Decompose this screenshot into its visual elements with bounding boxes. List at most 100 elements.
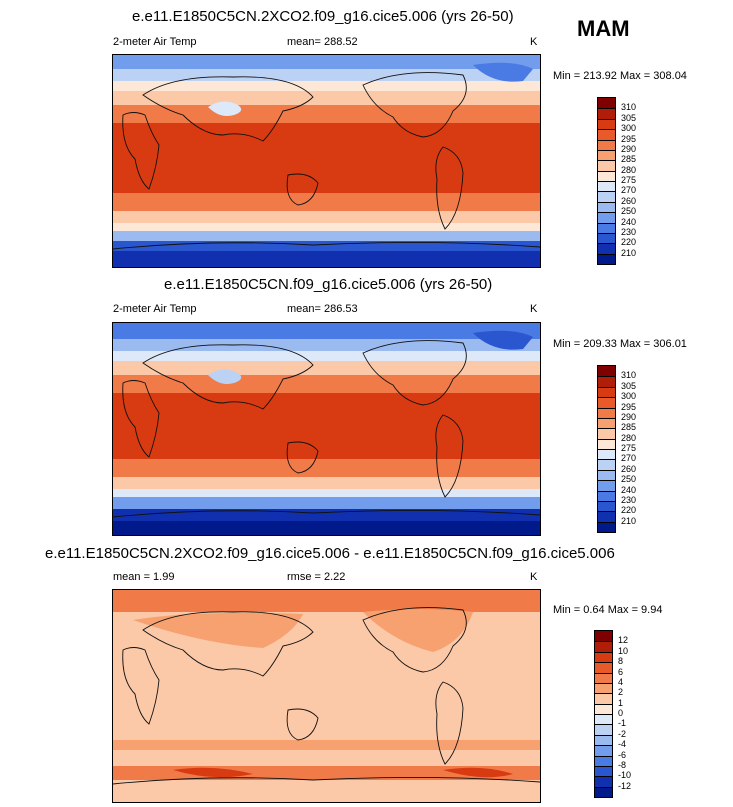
panel2-colorbar-segment <box>598 397 615 408</box>
panel2-colorbar-tick: 250 <box>621 474 637 485</box>
panel1-colorbar-tick: 210 <box>621 247 637 258</box>
panel3-namerica-warm <box>363 609 473 652</box>
panel1-colorbar-segment <box>598 118 615 130</box>
panel2-colorbar-segment <box>598 428 615 439</box>
panel3-seaice-hot1 <box>173 767 253 778</box>
panel2-colorbar-tick: 295 <box>621 401 637 412</box>
panel2-colorbar <box>597 365 616 533</box>
panel1-colorbar-tick: 220 <box>621 237 637 248</box>
panel3-colorbar-tick: -4 <box>618 739 627 750</box>
panel3-colorbar-tick: 6 <box>618 666 624 677</box>
panel3-coastlines <box>113 607 540 785</box>
panel3-rmse-label: rmse = 2.22 <box>287 571 346 583</box>
panel1-variable-label: 2-meter Air Temp <box>113 36 197 48</box>
panel2-band-strop <box>113 459 540 477</box>
panel1-colorbar-segment <box>598 191 615 202</box>
panel3-colorbar-segment <box>595 765 612 777</box>
panel2-colorbar-segment <box>598 500 615 512</box>
panel2-colorbar-segment <box>598 521 615 532</box>
panel2-colorbar-tick: 300 <box>621 391 637 402</box>
panel2-band-arctic <box>113 323 540 339</box>
panel3-colorbar-tick: -2 <box>618 728 627 739</box>
panel3-map-svg <box>113 590 540 802</box>
panel2-colorbar-segment <box>598 459 615 470</box>
panel3-colorbar-segment <box>595 703 612 714</box>
panel1-colorbar-tick: 280 <box>621 164 637 175</box>
panel2-colorbar-segment <box>598 386 615 398</box>
panel2-band-nhigh <box>113 339 540 351</box>
panel2-mean-label: mean= 286.53 <box>287 303 358 315</box>
panel1-colorbar-segment <box>598 160 615 171</box>
panel3-colorbar-segment <box>595 724 612 735</box>
panel1-colorbar-segment <box>598 212 615 223</box>
panel1-colorbar-tick: 240 <box>621 216 637 227</box>
panel2-map-svg <box>113 323 540 535</box>
panel2-band-pole <box>113 521 540 535</box>
panel3-map <box>112 589 541 803</box>
panel1-colorbar <box>597 97 616 265</box>
panel2-band-shigh <box>113 497 540 509</box>
panel3-colorbar-tick: 0 <box>618 708 624 718</box>
panel1-tibet <box>208 101 242 116</box>
panel1-colorbar-tick: 290 <box>621 143 637 154</box>
season-label: MAM <box>577 16 630 41</box>
panel2-colorbar-tick: 310 <box>621 370 637 381</box>
panel1-colorbar-segment <box>598 149 615 161</box>
panel2-colorbar-tick: 305 <box>621 380 637 391</box>
panel2-colorbar-segment <box>598 407 615 418</box>
panel1-colorbar-tick: 230 <box>621 226 637 237</box>
panel1-colorbar-segment <box>598 201 615 213</box>
panel1-map <box>112 54 541 268</box>
panel2-band-nmid <box>113 351 540 361</box>
panel1-band-strop <box>113 193 540 211</box>
panel2-colorbar-tick: 275 <box>621 443 637 453</box>
panel1-colorbar-tick: 275 <box>621 175 637 185</box>
panel3-band-south <box>113 740 540 750</box>
panel3-title: e.e11.E1850C5CN.2XCO2.f09_g16.cice5.006 … <box>45 545 615 562</box>
panel1-title: e.e11.E1850C5CN.2XCO2.f09_g16.cice5.006 … <box>132 8 514 25</box>
panel1-colorbar-segment <box>598 181 615 192</box>
panel3-colorbar-segment <box>595 641 612 652</box>
panel1-colorbar-segment <box>598 222 615 233</box>
panel2-colorbar-tick: 220 <box>621 505 637 516</box>
panel3-colorbar-tick: 12 <box>618 635 629 646</box>
panel3-colorbar-segment <box>595 776 612 787</box>
panel1-colorbar-segment <box>598 170 615 181</box>
panel3-units-label: K <box>530 571 538 583</box>
panel3-colorbar-segment <box>595 682 612 694</box>
panel2-colorbar-segment <box>598 511 615 522</box>
panel1-colorbar-tick: 260 <box>621 195 637 206</box>
panel3-minmax-label: Min = 0.64 Max = 9.94 <box>553 604 663 616</box>
panel2-colorbar-segment <box>598 449 615 460</box>
panel2-band-ntrop <box>113 375 540 393</box>
panel3-seaice-hot2 <box>443 767 513 778</box>
panel2-colorbar-tick: 210 <box>621 515 637 526</box>
panel1-band-nmid <box>113 81 540 91</box>
panel2-band-trop <box>113 393 540 459</box>
panel2-colorbar-tick: 270 <box>621 453 637 464</box>
panel2-colorbar-segment <box>598 490 615 501</box>
panel2-band-ssub <box>113 477 540 489</box>
panel2-colorbar-segment <box>598 366 615 377</box>
panel1-coastlines <box>113 72 540 250</box>
panel1-colorbar-tick: 295 <box>621 133 637 144</box>
panel1-band-ntrop <box>113 105 540 123</box>
panel1-band-arctic <box>113 55 540 69</box>
panel1-colorbar-tick: 285 <box>621 154 637 165</box>
panel2-colorbar-segment <box>598 438 615 449</box>
panel1-band-smid <box>113 223 540 231</box>
panel3-colorbar-tick: 2 <box>618 687 624 698</box>
panel1-band-ssub <box>113 211 540 223</box>
panel1-colorbar-segment <box>598 129 615 140</box>
panel3-colorbar-segment <box>595 662 612 673</box>
panel2-band-smid <box>113 489 540 497</box>
panel1-band-nsub <box>113 91 540 105</box>
panel3-colorbar-tick: -8 <box>618 759 627 770</box>
panel3-mean-label: mean = 1.99 <box>113 571 175 583</box>
panel1-band-shigh <box>113 231 540 241</box>
panel3-colorbar-segment <box>595 755 612 766</box>
panel2-colorbar-tick: 240 <box>621 484 637 495</box>
panel2-title: e.e11.E1850C5CN.f09_g16.cice5.006 (yrs 2… <box>164 276 493 293</box>
panel1-colorbar-tick: 300 <box>621 123 637 134</box>
panel2-colorbar-tick: 280 <box>621 432 637 443</box>
